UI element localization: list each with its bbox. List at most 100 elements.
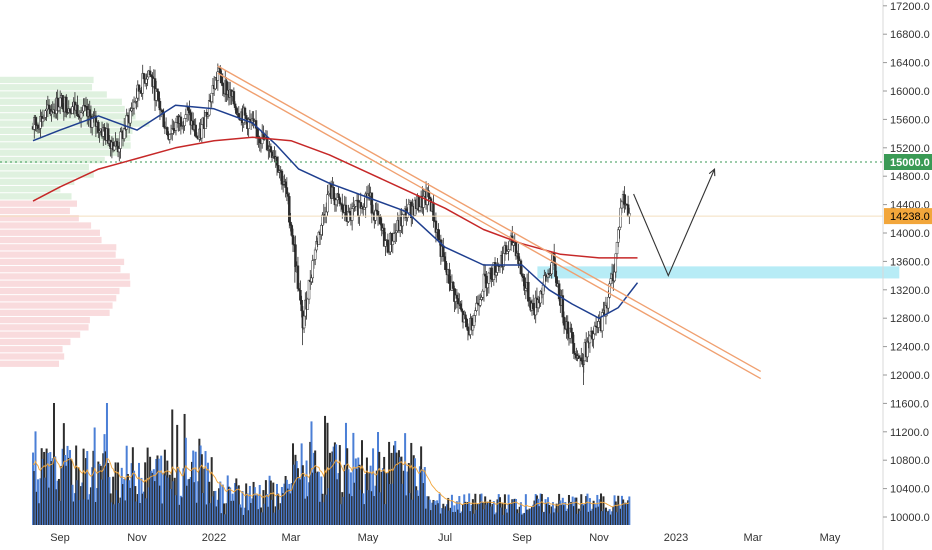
- candle-body: [384, 240, 387, 247]
- candle-body: [370, 192, 374, 214]
- candle-body: [623, 194, 626, 205]
- volume-bar: [57, 478, 60, 525]
- volume-profile-bin: [0, 236, 102, 244]
- volume-bar: [82, 448, 85, 525]
- volume-bar: [158, 485, 161, 525]
- y-axis[interactable]: 17200.0 16800.0 16400.0 16000.0 15600.0 15200…: [882, 0, 932, 550]
- volume-bar: [253, 487, 256, 525]
- candle-body: [34, 117, 37, 126]
- volume-bar: [119, 497, 122, 525]
- candle-body: [448, 269, 451, 284]
- volume-bar: [262, 490, 265, 525]
- volume-bar: [511, 499, 514, 525]
- volume-bar: [242, 514, 245, 525]
- volume-bar: [280, 486, 283, 525]
- volume-profile-bin: [0, 76, 94, 84]
- volume-bar: [139, 502, 142, 525]
- candle-body: [194, 124, 197, 137]
- candle-body: [614, 253, 618, 273]
- volume-bar: [406, 471, 409, 525]
- volume-bar: [617, 495, 620, 525]
- volume-bar: [404, 433, 407, 525]
- candle-body: [479, 299, 482, 306]
- candle-body: [235, 107, 238, 114]
- volume-profile-bin: [0, 164, 89, 171]
- y-tick-label: 16400.0: [890, 58, 930, 70]
- volume-bar: [248, 485, 251, 525]
- volume-bar: [516, 509, 519, 525]
- volume-bar: [101, 479, 104, 525]
- candle-body: [374, 209, 377, 221]
- volume-bar: [580, 494, 583, 525]
- volume-profile-bin: [0, 338, 71, 346]
- candle-body: [443, 256, 446, 262]
- volume-bar: [333, 442, 336, 525]
- volume-bar: [81, 482, 84, 525]
- volume-profile-bin: [0, 222, 92, 229]
- candle-body: [474, 310, 477, 316]
- candle-body: [459, 303, 462, 310]
- volume-bar: [232, 500, 235, 525]
- indicator-lines: [0, 65, 883, 380]
- volume-bar: [478, 503, 481, 525]
- volume-bar: [319, 501, 322, 525]
- volume-bar: [386, 472, 389, 525]
- volume-bar: [223, 503, 226, 525]
- volume-bar: [591, 508, 594, 525]
- volume-bar: [219, 481, 222, 525]
- volume-bar: [60, 465, 63, 525]
- volume-bar: [575, 497, 578, 525]
- volume-bar: [485, 504, 488, 525]
- volume-bar: [224, 514, 227, 525]
- volume-bar: [87, 499, 90, 525]
- y-tick-label: 16000.0: [890, 86, 930, 98]
- volume-profile-bin: [0, 258, 125, 266]
- volume-bar: [415, 486, 418, 525]
- volume-bar: [279, 503, 282, 525]
- volume-bar: [65, 465, 68, 525]
- candle-body: [289, 221, 292, 226]
- volume-bar: [458, 496, 461, 525]
- volume-bar: [528, 508, 531, 525]
- volume-bar: [93, 427, 96, 525]
- candle-body: [615, 242, 619, 255]
- volume-bar: [304, 498, 307, 525]
- volume-bar: [481, 502, 484, 525]
- volume-bar: [311, 472, 314, 525]
- volume-bar: [400, 456, 403, 525]
- volume-bar: [282, 493, 285, 525]
- volume-bar: [455, 501, 458, 525]
- volume-bar: [395, 452, 398, 525]
- volume-bar: [590, 510, 593, 525]
- volume-bar: [67, 457, 70, 525]
- volume-bar: [354, 458, 357, 525]
- volume-bar: [167, 477, 170, 525]
- volume-bar: [218, 488, 221, 525]
- volume-bar: [538, 506, 541, 525]
- y-tick-label: 14800.0: [890, 171, 930, 183]
- volume-bar: [114, 462, 117, 525]
- volume-bar: [135, 501, 138, 525]
- volume-bar: [38, 503, 41, 525]
- volume-bar: [360, 440, 363, 525]
- volume-bar: [470, 504, 473, 525]
- candle-body: [571, 332, 574, 344]
- volume-bar: [544, 499, 547, 525]
- volume-bars: [32, 403, 631, 525]
- volume-bar: [474, 493, 477, 525]
- candle-body: [541, 284, 545, 295]
- candle-body: [338, 197, 342, 204]
- volume-profile-bin: [0, 91, 107, 98]
- volume-bar: [130, 463, 133, 525]
- volume-bar: [263, 503, 266, 525]
- volume-bar: [72, 501, 75, 525]
- candle-body: [183, 118, 186, 126]
- volume-bar: [327, 488, 330, 525]
- volume-bar: [417, 495, 420, 525]
- volume-bar: [608, 509, 611, 525]
- candle-body: [609, 278, 613, 285]
- volume-bar: [393, 445, 396, 525]
- volume-bar: [442, 503, 445, 525]
- volume-bar: [368, 472, 371, 525]
